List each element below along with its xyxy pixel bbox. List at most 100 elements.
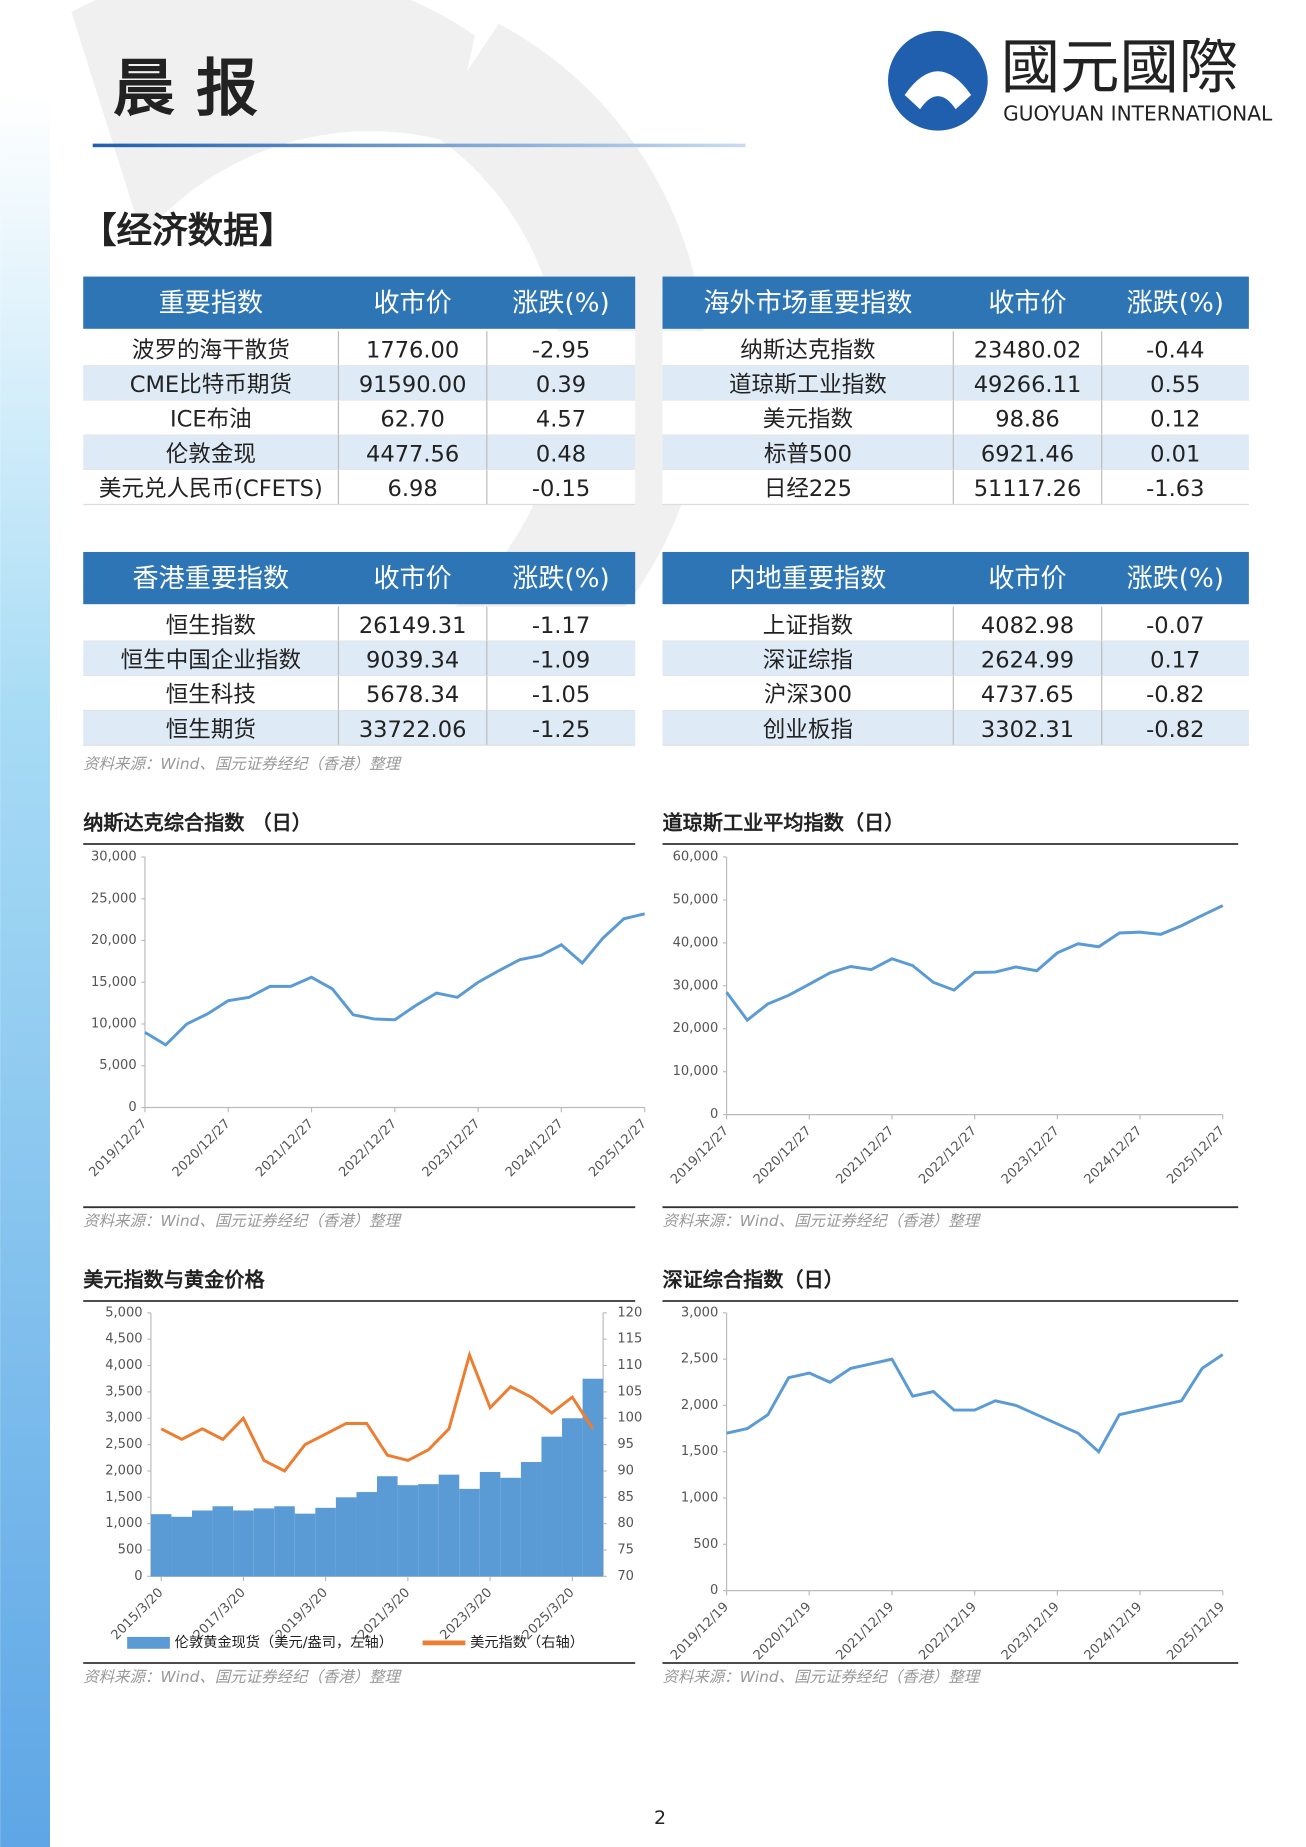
table-cell: -0.82: [1146, 717, 1204, 743]
table-row-bg: [83, 469, 636, 505]
table-header-cell: 收市价: [373, 564, 451, 594]
table-cell: 恒生期货: [166, 717, 256, 743]
table-header-cell: 收市价: [373, 288, 451, 318]
table-cell: 日经225: [764, 476, 852, 502]
page-title: 晨 报: [113, 53, 258, 125]
bar: [212, 1506, 234, 1577]
y2-tick-label: 105: [617, 1384, 642, 1399]
y2-tick-label: 115: [617, 1332, 642, 1347]
data-line: [725, 904, 1224, 1023]
x-tick-label: 2022/12/19: [916, 1600, 980, 1664]
legend-swatch: [127, 1636, 170, 1649]
y2-tick-label: 80: [617, 1516, 634, 1531]
y2-tick-label: 85: [617, 1490, 634, 1505]
source-note: 资料来源：Wind、国元证券经纪（香港）整理: [662, 1212, 981, 1230]
y-tick-label: 15,000: [91, 975, 137, 990]
bar: [520, 1461, 542, 1577]
y-tick-label: 4,000: [105, 1358, 142, 1373]
source-note: 资料来源：Wind、国元证券经纪（香港）整理: [662, 1668, 981, 1686]
data-line: [726, 1353, 1224, 1455]
table-row-bg: [662, 331, 1249, 366]
x-tick-label: 2019/12/19: [668, 1600, 732, 1664]
y-tick-label: 25,000: [91, 891, 137, 906]
y-tick-label: 3,000: [681, 1305, 718, 1320]
source-note: 资料来源：Wind、国元证券经纪（香港）整理: [83, 755, 402, 773]
table-cell: 2624.99: [981, 647, 1074, 673]
x-tick-label: 2024/12/19: [1082, 1600, 1146, 1664]
y-tick-label: 60,000: [673, 850, 719, 865]
table-row-bg: [83, 365, 636, 401]
table-cell: 道琼斯工业指数: [729, 372, 887, 398]
table-cell: 深证综指: [763, 647, 853, 673]
y-tick-label: 5,000: [99, 1058, 136, 1073]
table-cell: -2.95: [532, 337, 590, 363]
y-tick-label: 2,500: [105, 1437, 142, 1452]
bar: [418, 1484, 439, 1577]
y2-tick-label: 110: [617, 1358, 642, 1373]
table-cell: 上证指数: [763, 613, 853, 639]
table-cell: 0.17: [1150, 647, 1200, 673]
table-row-bg: [83, 641, 636, 676]
bar: [315, 1507, 336, 1577]
x-tick-label: 2022/12/27: [916, 1124, 980, 1188]
y2-tick-label: 70: [617, 1569, 634, 1584]
y-tick-label: 1,500: [681, 1444, 718, 1459]
bar: [253, 1508, 275, 1577]
bar: [274, 1506, 295, 1577]
y2-tick-label: 100: [617, 1411, 642, 1426]
bar: [150, 1514, 172, 1577]
x-tick-label: 2020/12/27: [170, 1116, 234, 1180]
table-row-bg: [83, 400, 636, 436]
table-cell: 0.48: [536, 441, 586, 467]
chart-title: 道琼斯工业平均指数（日）: [662, 810, 904, 834]
bar: [562, 1418, 583, 1577]
logo-mark: [904, 71, 972, 110]
x-tick-label: 2022/12/27: [336, 1116, 400, 1180]
table-cell: 创业板指: [763, 717, 853, 743]
y-tick-label: 5,000: [105, 1305, 142, 1320]
y-tick-label: 1,000: [681, 1491, 718, 1506]
table-cell: 4082.98: [981, 613, 1074, 639]
table-cell: -0.82: [1146, 682, 1204, 708]
x-tick-label: 2021/12/27: [253, 1116, 317, 1180]
table-cell: 6921.46: [981, 441, 1074, 467]
table-cell: 33722.06: [359, 717, 467, 743]
y-tick-label: 2,000: [105, 1463, 142, 1478]
y2-tick-label: 95: [617, 1437, 634, 1452]
table-cell: -0.15: [532, 476, 590, 502]
bar: [335, 1497, 357, 1577]
data-line: [160, 1350, 595, 1473]
y-tick-label: 4,500: [105, 1332, 142, 1347]
table-cell: 91590.00: [359, 372, 467, 398]
y2-tick-label: 90: [617, 1463, 634, 1478]
table-cell: 0.01: [1150, 441, 1200, 467]
x-tick-label: 2021/12/27: [834, 1124, 898, 1188]
table-cell: -0.44: [1146, 337, 1204, 363]
table-header-bg: [83, 276, 636, 329]
table-cell: 5678.34: [366, 682, 459, 708]
brand-en: GUOYUAN INTERNATIONAL: [1003, 102, 1273, 126]
table-row-bg: [83, 435, 636, 470]
y-tick-label: 3,500: [105, 1384, 142, 1399]
x-tick-label: 2020/12/19: [751, 1600, 815, 1664]
table-cell: 98.86: [995, 407, 1060, 433]
table-cell: ICE布油: [170, 407, 252, 433]
table-cell: -1.25: [532, 717, 590, 743]
bar: [479, 1472, 501, 1577]
y-tick-label: 40,000: [673, 935, 719, 950]
table-row-bg: [83, 606, 636, 642]
table-row-bg: [662, 469, 1249, 505]
x-tick-label: 2023/12/27: [999, 1124, 1063, 1188]
watermark: [71, 0, 475, 238]
bar: [233, 1510, 254, 1577]
table-cell: 标普500: [764, 441, 852, 467]
x-tick-label: 2023/12/27: [420, 1116, 484, 1180]
chart-title: 美元指数与黄金价格: [83, 1267, 265, 1291]
x-tick-label: 2020/12/27: [751, 1124, 815, 1188]
table-cell: 0.39: [536, 372, 586, 398]
table-header-cell: 涨跌(%): [512, 564, 609, 594]
chart-title: 纳斯达克综合指数 （日）: [83, 810, 312, 834]
table-cell: 波罗的海干散货: [132, 337, 290, 363]
y-tick-label: 0: [128, 1100, 136, 1115]
x-tick-label: 2019/12/27: [86, 1116, 150, 1180]
